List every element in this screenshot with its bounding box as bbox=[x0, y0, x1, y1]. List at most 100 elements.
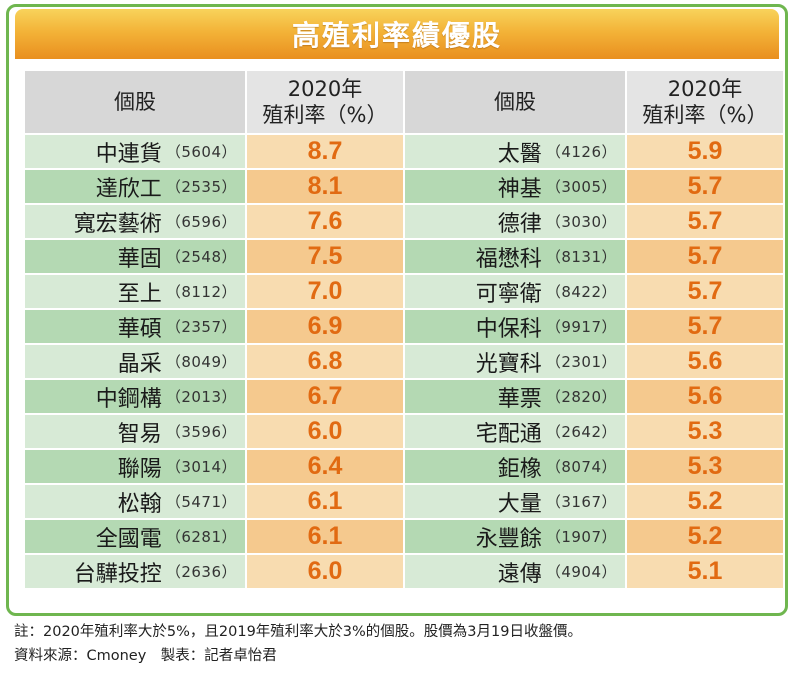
stock-name-cell: 寬宏藝術 （6596） bbox=[25, 205, 245, 238]
stock-code: （4126） bbox=[545, 143, 617, 161]
footnote-source: 資料來源：Cmoney 製表：記者卓怡君 bbox=[14, 648, 277, 664]
stock-code: （8422） bbox=[545, 283, 617, 301]
stock-name-cell: 松翰 （5471） bbox=[25, 485, 245, 518]
stock-name: 晶采 bbox=[117, 351, 162, 377]
yield-value: 8.1 bbox=[247, 170, 403, 203]
yield-value: 5.3 bbox=[627, 415, 783, 448]
stock-name-cell: 宅配通 （2642） bbox=[405, 415, 625, 448]
yield-value: 5.2 bbox=[627, 520, 783, 553]
stock-name-cell: 全國電 （6281） bbox=[25, 520, 245, 553]
stock-name: 全國電 bbox=[95, 526, 162, 552]
yield-value: 5.3 bbox=[627, 450, 783, 483]
yield-value: 5.2 bbox=[627, 485, 783, 518]
stock-name: 中保科 bbox=[475, 316, 542, 342]
yield-value: 7.5 bbox=[247, 240, 403, 273]
header-stock-left: 個股 bbox=[25, 71, 245, 133]
yield-value: 5.7 bbox=[627, 205, 783, 238]
stock-name-cell: 中保科 （9917） bbox=[405, 310, 625, 343]
stock-name-cell: 神基 （3005） bbox=[405, 170, 625, 203]
stock-name: 台驊投控 bbox=[73, 561, 162, 587]
yield-value: 5.7 bbox=[627, 240, 783, 273]
stock-code: （1907） bbox=[545, 528, 617, 546]
stock-code: （8049） bbox=[165, 353, 237, 371]
stock-code: （6281） bbox=[165, 528, 237, 546]
stock-code: （3596） bbox=[165, 423, 237, 441]
yield-value: 5.7 bbox=[627, 170, 783, 203]
stock-name: 華票 bbox=[497, 386, 542, 412]
stock-name: 可寧衛 bbox=[475, 281, 542, 307]
stock-code: （3014） bbox=[165, 458, 237, 476]
stock-name-cell: 太醫 （4126） bbox=[405, 135, 625, 168]
yield-value: 6.0 bbox=[247, 415, 403, 448]
stock-code: （2642） bbox=[545, 423, 617, 441]
stock-name-cell: 遠傳 （4904） bbox=[405, 555, 625, 588]
stock-name-cell: 晶采 （8049） bbox=[25, 345, 245, 378]
stock-name: 松翰 bbox=[117, 491, 162, 517]
stock-name: 聯陽 bbox=[117, 456, 162, 482]
yield-value: 8.7 bbox=[247, 135, 403, 168]
stock-name-cell: 華碩 （2357） bbox=[25, 310, 245, 343]
stock-code: （2357） bbox=[165, 318, 237, 336]
stock-code: （8074） bbox=[545, 458, 617, 476]
stock-name-cell: 光寶科 （2301） bbox=[405, 345, 625, 378]
stock-name: 光寶科 bbox=[475, 351, 542, 377]
stock-code: （3005） bbox=[545, 178, 617, 196]
stock-code: （8112） bbox=[165, 283, 237, 301]
stock-code: （6596） bbox=[165, 213, 237, 231]
stock-name-cell: 可寧衛 （8422） bbox=[405, 275, 625, 308]
stock-name: 德律 bbox=[497, 211, 542, 237]
stock-name-cell: 福懋科 （8131） bbox=[405, 240, 625, 273]
footnote: 註：2020年殖利率大於5%，且2019年殖利率大於3%的個股。股價為3月19日… bbox=[14, 620, 794, 668]
yield-value: 6.4 bbox=[247, 450, 403, 483]
yield-value: 5.6 bbox=[627, 380, 783, 413]
yield-value: 5.9 bbox=[627, 135, 783, 168]
yield-value: 6.7 bbox=[247, 380, 403, 413]
stock-name: 達欣工 bbox=[95, 176, 162, 202]
yield-value: 5.1 bbox=[627, 555, 783, 588]
stock-code: （2636） bbox=[165, 563, 237, 581]
stock-code: （5471） bbox=[165, 493, 237, 511]
yield-value: 6.9 bbox=[247, 310, 403, 343]
table-card: 高殖利率績優股 個股 2020年 殖利率（%） 個股 2020年 殖利率（%） … bbox=[6, 4, 788, 616]
stock-code: （3030） bbox=[545, 213, 617, 231]
stock-name-cell: 華票 （2820） bbox=[405, 380, 625, 413]
stock-name: 遠傳 bbox=[497, 561, 542, 587]
stock-code: （2301） bbox=[545, 353, 617, 371]
stock-name: 宅配通 bbox=[475, 421, 542, 447]
stock-code: （9917） bbox=[545, 318, 617, 336]
header-yield-left: 2020年 殖利率（%） bbox=[247, 71, 403, 133]
stock-code: （8131） bbox=[545, 248, 617, 266]
stock-code: （3167） bbox=[545, 493, 617, 511]
stock-code: （2535） bbox=[165, 178, 237, 196]
stock-name-cell: 鉅橡 （8074） bbox=[405, 450, 625, 483]
stock-code: （4904） bbox=[545, 563, 617, 581]
stock-name: 寬宏藝術 bbox=[73, 211, 162, 237]
stock-name: 鉅橡 bbox=[497, 456, 542, 482]
stock-name: 太醫 bbox=[497, 141, 542, 167]
stock-name: 智易 bbox=[117, 421, 162, 447]
stock-name-cell: 中連貨 （5604） bbox=[25, 135, 245, 168]
stock-name-cell: 永豐餘 （1907） bbox=[405, 520, 625, 553]
header-yield-label: 殖利率（%） bbox=[642, 103, 768, 127]
yield-value: 6.1 bbox=[247, 485, 403, 518]
stock-name-cell: 台驊投控 （2636） bbox=[25, 555, 245, 588]
stock-name: 大量 bbox=[497, 491, 542, 517]
header-yield-right: 2020年 殖利率（%） bbox=[627, 71, 783, 133]
stock-name: 神基 bbox=[497, 176, 542, 202]
stock-name: 中連貨 bbox=[95, 141, 162, 167]
header-stock-right: 個股 bbox=[405, 71, 625, 133]
yield-value: 5.7 bbox=[627, 310, 783, 343]
stock-code: （2820） bbox=[545, 388, 617, 406]
stock-name-cell: 德律 （3030） bbox=[405, 205, 625, 238]
stock-name: 福懋科 bbox=[475, 246, 542, 272]
yield-table: 個股 2020年 殖利率（%） 個股 2020年 殖利率（%） 中連貨 （5604… bbox=[25, 71, 783, 588]
yield-value: 5.7 bbox=[627, 275, 783, 308]
stock-name-cell: 中鋼構 （2013） bbox=[25, 380, 245, 413]
stock-code: （2548） bbox=[165, 248, 237, 266]
header-yield-year: 2020年 bbox=[287, 77, 363, 101]
stock-name: 華碩 bbox=[117, 316, 162, 342]
header-yield-year: 2020年 bbox=[667, 77, 743, 101]
stock-code: （5604） bbox=[165, 143, 237, 161]
stock-name: 永豐餘 bbox=[475, 526, 542, 552]
stock-name: 華固 bbox=[117, 246, 162, 272]
